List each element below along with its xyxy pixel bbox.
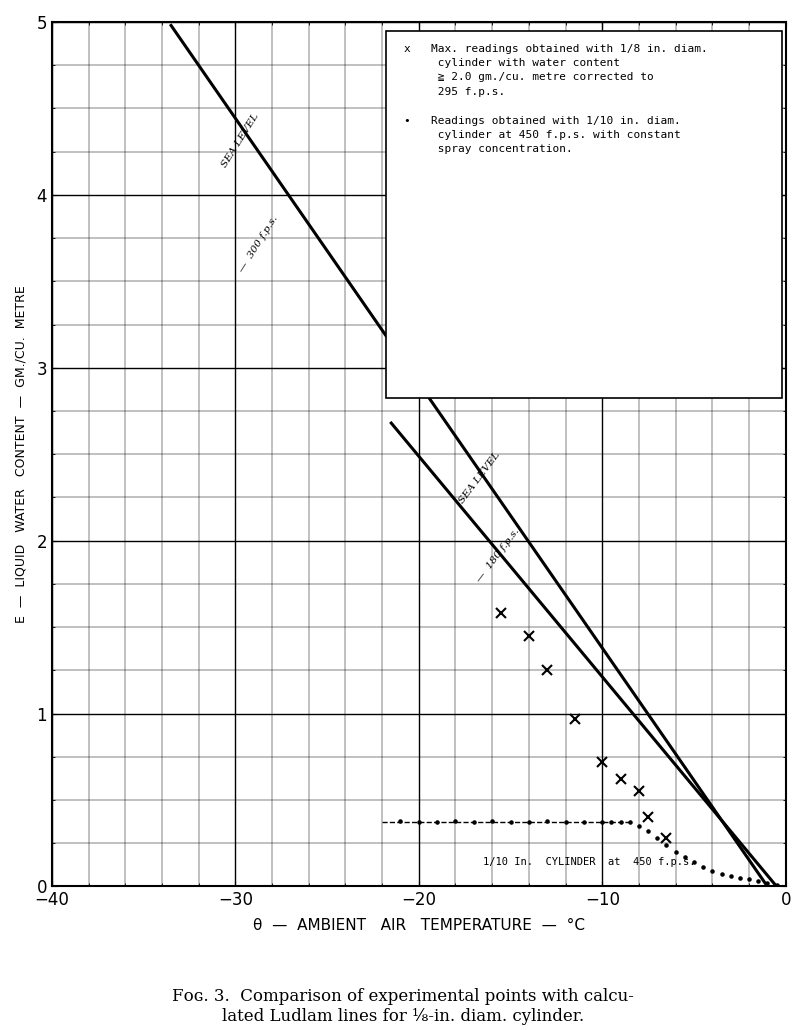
Text: Fᴏɢ. 3.  Comparison of experimental points with calcu-
lated Ludlam lines for ⅛-: Fᴏɢ. 3. Comparison of experimental point… [172,988,634,1025]
X-axis label: θ  —  AMBIENT   AIR   TEMPERATURE  —  °C: θ — AMBIENT AIR TEMPERATURE — °C [253,918,585,932]
Text: —  180 f.p.s.: — 180 f.p.s. [475,526,521,584]
Text: x   Max. readings obtained with 1/8 in. diam.
     cylinder with water content
 : x Max. readings obtained with 1/8 in. di… [404,43,708,154]
Bar [386,31,782,398]
Text: —  300 f.p.s.: — 300 f.p.s. [238,214,280,274]
Text: SEA LEVEL: SEA LEVEL [457,450,501,505]
Text: SEA LEVEL: SEA LEVEL [220,112,261,169]
Text: 1/10 In.  CYLINDER  at  450 f.p.s.: 1/10 In. CYLINDER at 450 f.p.s. [483,857,696,867]
Y-axis label: E  —  LIQUID   WATER   CONTENT  —  GM./CU.  METRE: E — LIQUID WATER CONTENT — GM./CU. METRE [15,285,28,623]
